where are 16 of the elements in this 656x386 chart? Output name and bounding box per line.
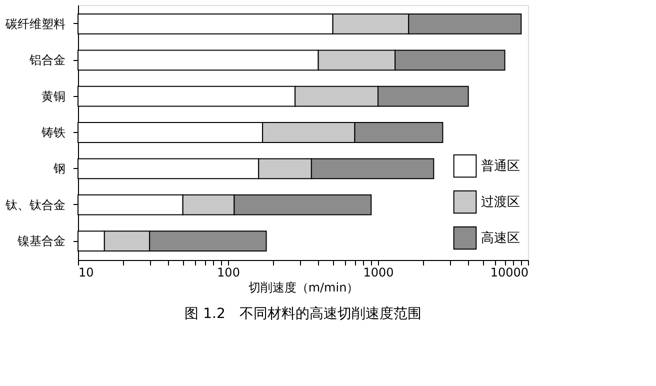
y-tick-label: 碳纤维塑料: [4, 16, 66, 31]
x-tick-label: 10: [78, 266, 94, 280]
text: 图 1.2 不同材料的高速切削速度范围: [184, 306, 422, 322]
y-tick-label: 黄铜: [42, 89, 66, 104]
x-tick-label: 10000: [490, 266, 528, 280]
y-tick-label: 钛、钛合金: [4, 198, 66, 212]
y-tick-label: 铸铁: [40, 126, 66, 140]
y-tick-label: 镍基合金: [16, 234, 66, 248]
legend-label: 过渡区: [481, 195, 520, 210]
x-axis-title: 切削速度（m/min）: [248, 280, 359, 294]
x-tick-label: 100: [217, 266, 240, 280]
y-tick-label: 钢: [52, 162, 66, 176]
legend-label: 普通区: [481, 158, 520, 174]
x-tick-label: 1000: [363, 266, 394, 280]
legend-label: 高速区: [481, 230, 520, 246]
y-tick-label: 铝合金: [28, 53, 66, 68]
